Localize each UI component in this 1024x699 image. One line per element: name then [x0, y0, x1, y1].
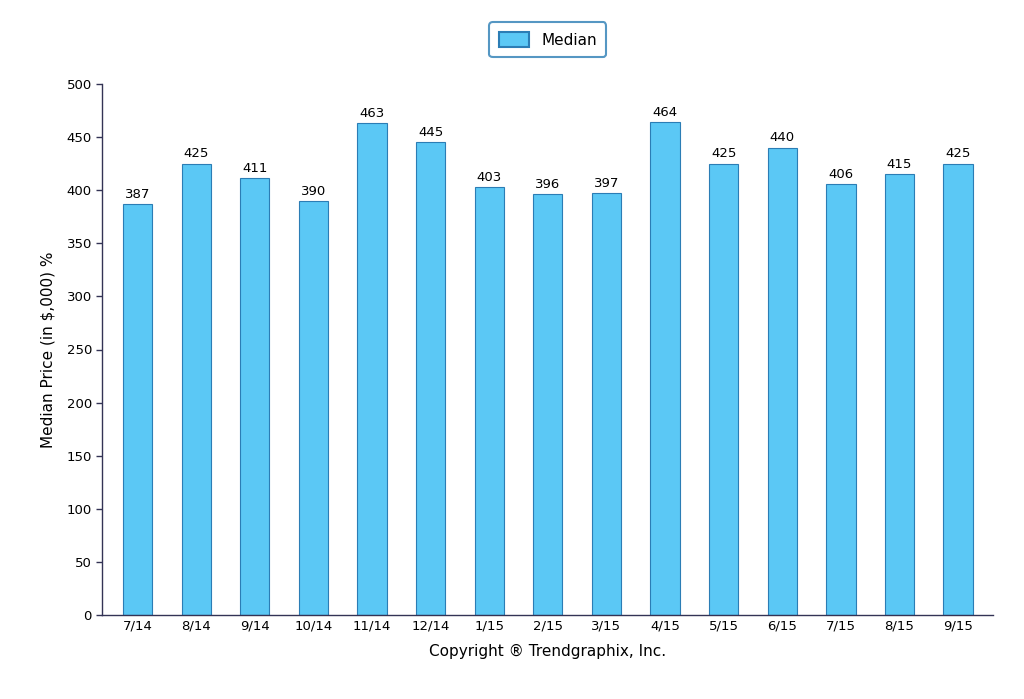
Text: 425: 425	[183, 147, 209, 160]
Bar	[885, 174, 914, 615]
Legend: Median: Median	[489, 22, 606, 57]
Text: 396: 396	[536, 178, 560, 192]
Text: 445: 445	[418, 126, 443, 139]
Text: 464: 464	[652, 106, 678, 119]
Bar	[709, 164, 738, 615]
X-axis label: Copyright ® Trendgraphix, Inc.: Copyright ® Trendgraphix, Inc.	[429, 644, 667, 659]
Bar	[768, 147, 797, 615]
Text: 415: 415	[887, 158, 912, 171]
Bar	[299, 201, 328, 615]
Bar	[943, 164, 973, 615]
Text: 425: 425	[711, 147, 736, 160]
Text: 390: 390	[301, 185, 326, 198]
Text: 403: 403	[476, 171, 502, 184]
Y-axis label: Median Price (in $,000) %: Median Price (in $,000) %	[41, 251, 55, 448]
Text: 397: 397	[594, 177, 620, 190]
Bar	[592, 194, 622, 615]
Bar	[474, 187, 504, 615]
Bar	[241, 178, 269, 615]
Bar	[357, 123, 387, 615]
Bar	[650, 122, 680, 615]
Text: 387: 387	[125, 188, 151, 201]
Bar	[181, 164, 211, 615]
Text: 425: 425	[945, 147, 971, 160]
Bar	[826, 184, 855, 615]
Bar	[534, 194, 562, 615]
Text: 406: 406	[828, 168, 853, 180]
Text: 440: 440	[770, 131, 795, 145]
Bar	[416, 143, 445, 615]
Text: 463: 463	[359, 107, 385, 120]
Bar	[123, 204, 153, 615]
Text: 411: 411	[242, 162, 267, 175]
